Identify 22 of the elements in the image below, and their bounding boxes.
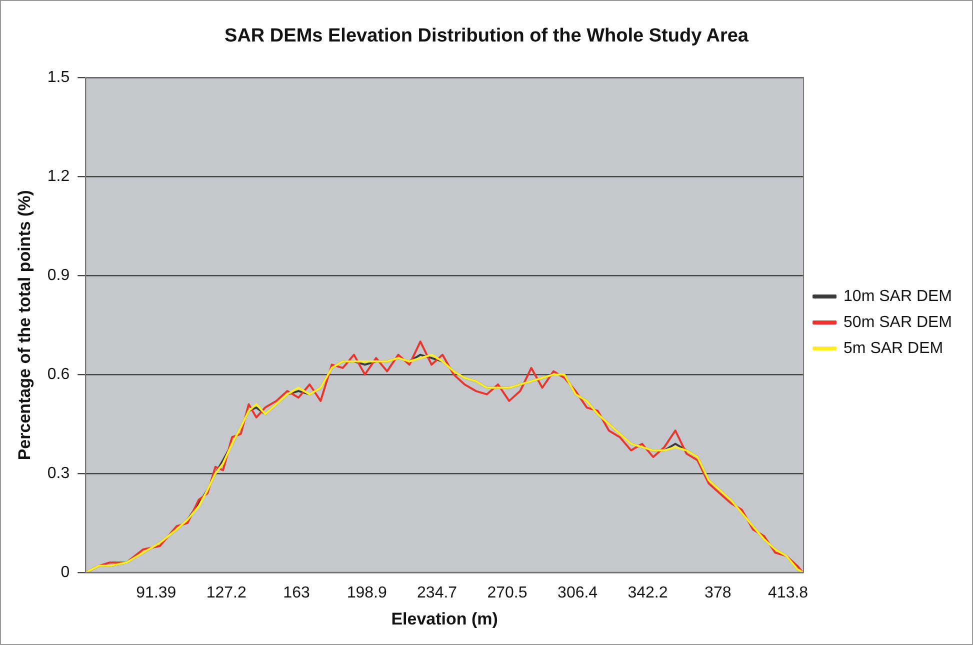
y-tick-label: 0.9 xyxy=(47,267,70,284)
x-tick-label: 378 xyxy=(704,584,732,602)
y-axis-title: Percentage of the total points (%) xyxy=(14,190,34,460)
x-tick-label: 234.7 xyxy=(417,584,458,602)
x-tick-label: 127.2 xyxy=(206,584,246,602)
legend-label: 50m SAR DEM xyxy=(844,314,952,331)
x-tick-label: 413.8 xyxy=(768,584,808,602)
x-tick-label: 342.2 xyxy=(628,584,668,602)
y-tick-label: 0 xyxy=(60,564,70,581)
x-tick-label: 91.39 xyxy=(136,584,176,602)
x-axis-title: Elevation (m) xyxy=(391,609,498,628)
y-tick-label: 0.6 xyxy=(47,366,70,383)
legend-label: 10m SAR DEM xyxy=(844,288,952,305)
x-tick-label: 198.9 xyxy=(346,584,387,602)
chart-title: SAR DEMs Elevation Distribution of the Whole Study Area xyxy=(224,26,749,47)
legend-label: 5m SAR DEM xyxy=(844,340,944,357)
y-tick-label: 1.2 xyxy=(47,168,70,186)
x-tick-label: 306.4 xyxy=(558,584,598,602)
y-tick-label: 1.5 xyxy=(47,69,70,86)
x-tick-label: 163 xyxy=(283,584,310,602)
x-tick-label: 270.5 xyxy=(487,584,528,602)
y-tick-label: 0.3 xyxy=(47,464,70,482)
